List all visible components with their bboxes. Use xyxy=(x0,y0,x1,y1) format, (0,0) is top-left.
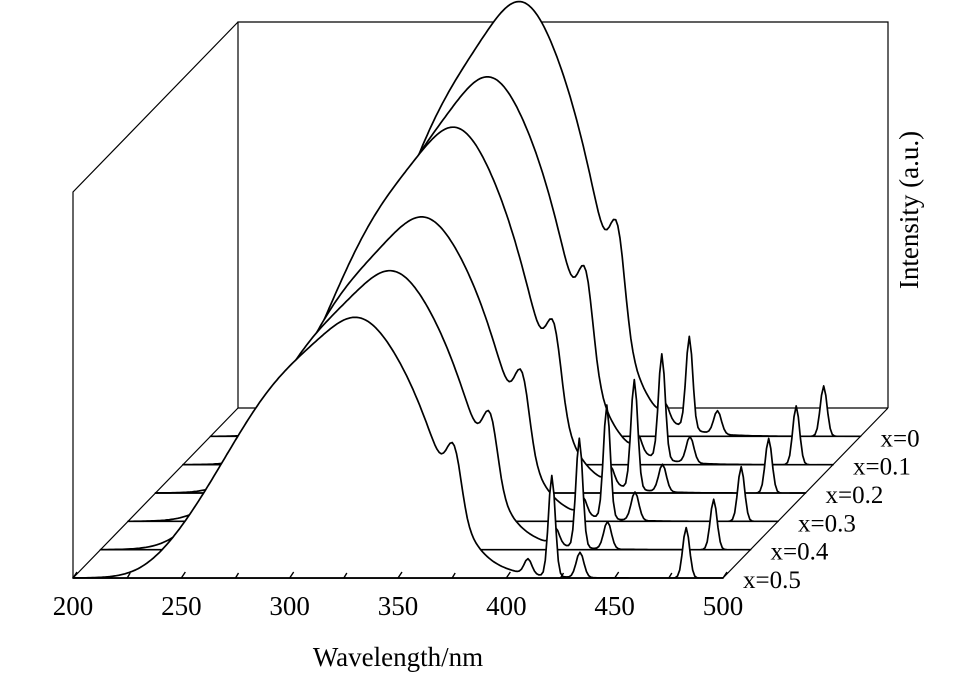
x-major-tick xyxy=(72,571,78,579)
intensity-axis-label: Intensity (a.u.) xyxy=(894,131,924,289)
x-major-tick xyxy=(722,571,728,579)
x-major-tick xyxy=(180,571,186,579)
series-label: x=0.1 xyxy=(853,454,911,481)
x-minor-tick xyxy=(668,572,673,579)
x-minor-tick xyxy=(451,572,456,579)
x-axis-ticks xyxy=(72,571,728,579)
left-wall-edge xyxy=(72,21,239,578)
x-major-tick xyxy=(397,571,403,579)
x-minor-tick xyxy=(559,572,565,579)
x-minor-tick xyxy=(234,572,240,579)
labels-group: 200 250 300 350 400 450 500x=0x=0.1x=0.2x=0.3x… xyxy=(53,425,920,621)
spectra-group xyxy=(72,0,862,579)
back-wall xyxy=(237,21,889,408)
x-tick-label: 500 xyxy=(703,591,744,621)
x-tick-label: 250 xyxy=(161,591,202,621)
x-tick-label: 200 xyxy=(53,591,94,621)
x-major-tick xyxy=(289,571,295,579)
series-label: x=0 xyxy=(881,425,920,452)
series-label: x=0.3 xyxy=(798,510,856,537)
series-label: x=0.2 xyxy=(826,482,884,509)
series-label: x=0.4 xyxy=(771,539,829,566)
series-label: x=0.5 xyxy=(743,567,801,594)
x-major-tick xyxy=(505,571,511,579)
x-major-tick xyxy=(614,571,620,579)
x-axis-label: Wavelength/nm xyxy=(313,642,483,672)
x-tick-label: 350 xyxy=(378,591,419,621)
x-tick-label: 300 xyxy=(269,591,310,621)
x-minor-tick xyxy=(343,572,348,579)
x-tick-label: 400 xyxy=(486,591,527,621)
x-tick-label: 450 xyxy=(594,591,635,621)
x-minor-tick xyxy=(126,572,131,579)
